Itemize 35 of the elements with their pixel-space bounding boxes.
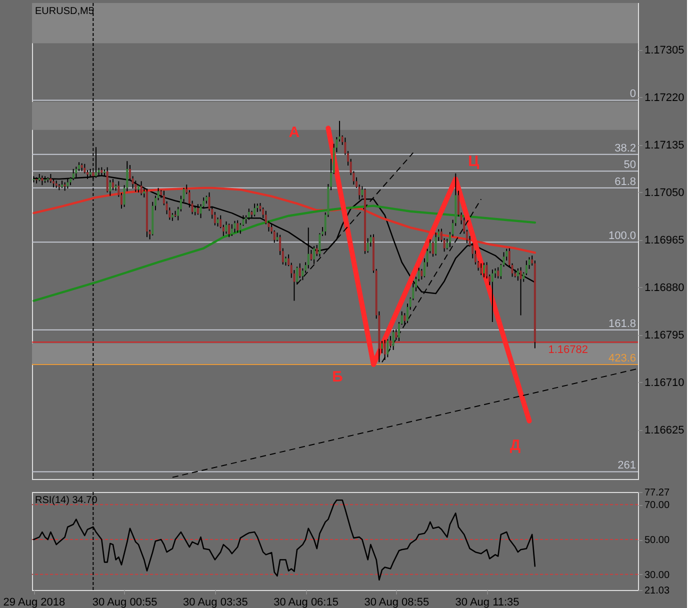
y-tick-label: 1.17135: [644, 139, 684, 152]
annotation: 261: [618, 460, 636, 472]
annotation: Д: [510, 436, 521, 454]
annotation: Б: [332, 368, 344, 386]
y-tick-label: 1.17305: [644, 44, 684, 56]
annotation: 100.0: [608, 230, 636, 242]
annotation: А: [288, 124, 300, 142]
y-tick-label: 1.16710: [644, 376, 684, 389]
x-tick-label: 30 Aug 11:35: [455, 596, 520, 608]
ref-line-label: 1.16782: [548, 344, 588, 356]
annotation: Ц: [468, 152, 480, 170]
y-tick-label: 1.17220: [644, 92, 684, 104]
y-tick-label: 1.16795: [644, 329, 684, 342]
annotation: 61.8: [614, 176, 636, 188]
y-tick-label: 30.00: [644, 570, 670, 581]
chart-title: RSI(14) 34.70: [35, 495, 98, 506]
x-tick-label: 30 Aug 00:55: [92, 596, 158, 608]
x-tick-label: 30 Aug 06:15: [274, 596, 338, 608]
y-tick-label: 1.16965: [644, 234, 684, 246]
annotation: 0: [630, 88, 636, 100]
y-tick-label: 1.17050: [644, 186, 684, 199]
annotation: 423.6: [608, 352, 636, 364]
y-tick-label: 1.16625: [644, 424, 684, 436]
annotation: 50: [624, 159, 636, 172]
y-tick-label: 77.27: [644, 488, 670, 498]
y-tick-label: 1.16880: [644, 282, 684, 294]
chart-title: EURUSD,M5: [35, 6, 94, 17]
y-tick-label: 50.00: [644, 535, 670, 546]
y-tick-label: 70.00: [644, 500, 670, 512]
annotation: 38.2: [614, 142, 636, 154]
x-tick-label: 30 Aug 03:35: [183, 596, 248, 608]
x-tick-label: 30 Aug 08:55: [364, 596, 430, 608]
annotation: 161.8: [608, 318, 636, 330]
y-tick-label: 21.03: [644, 586, 670, 596]
x-tick-label: 29 Aug 2018: [3, 596, 66, 608]
